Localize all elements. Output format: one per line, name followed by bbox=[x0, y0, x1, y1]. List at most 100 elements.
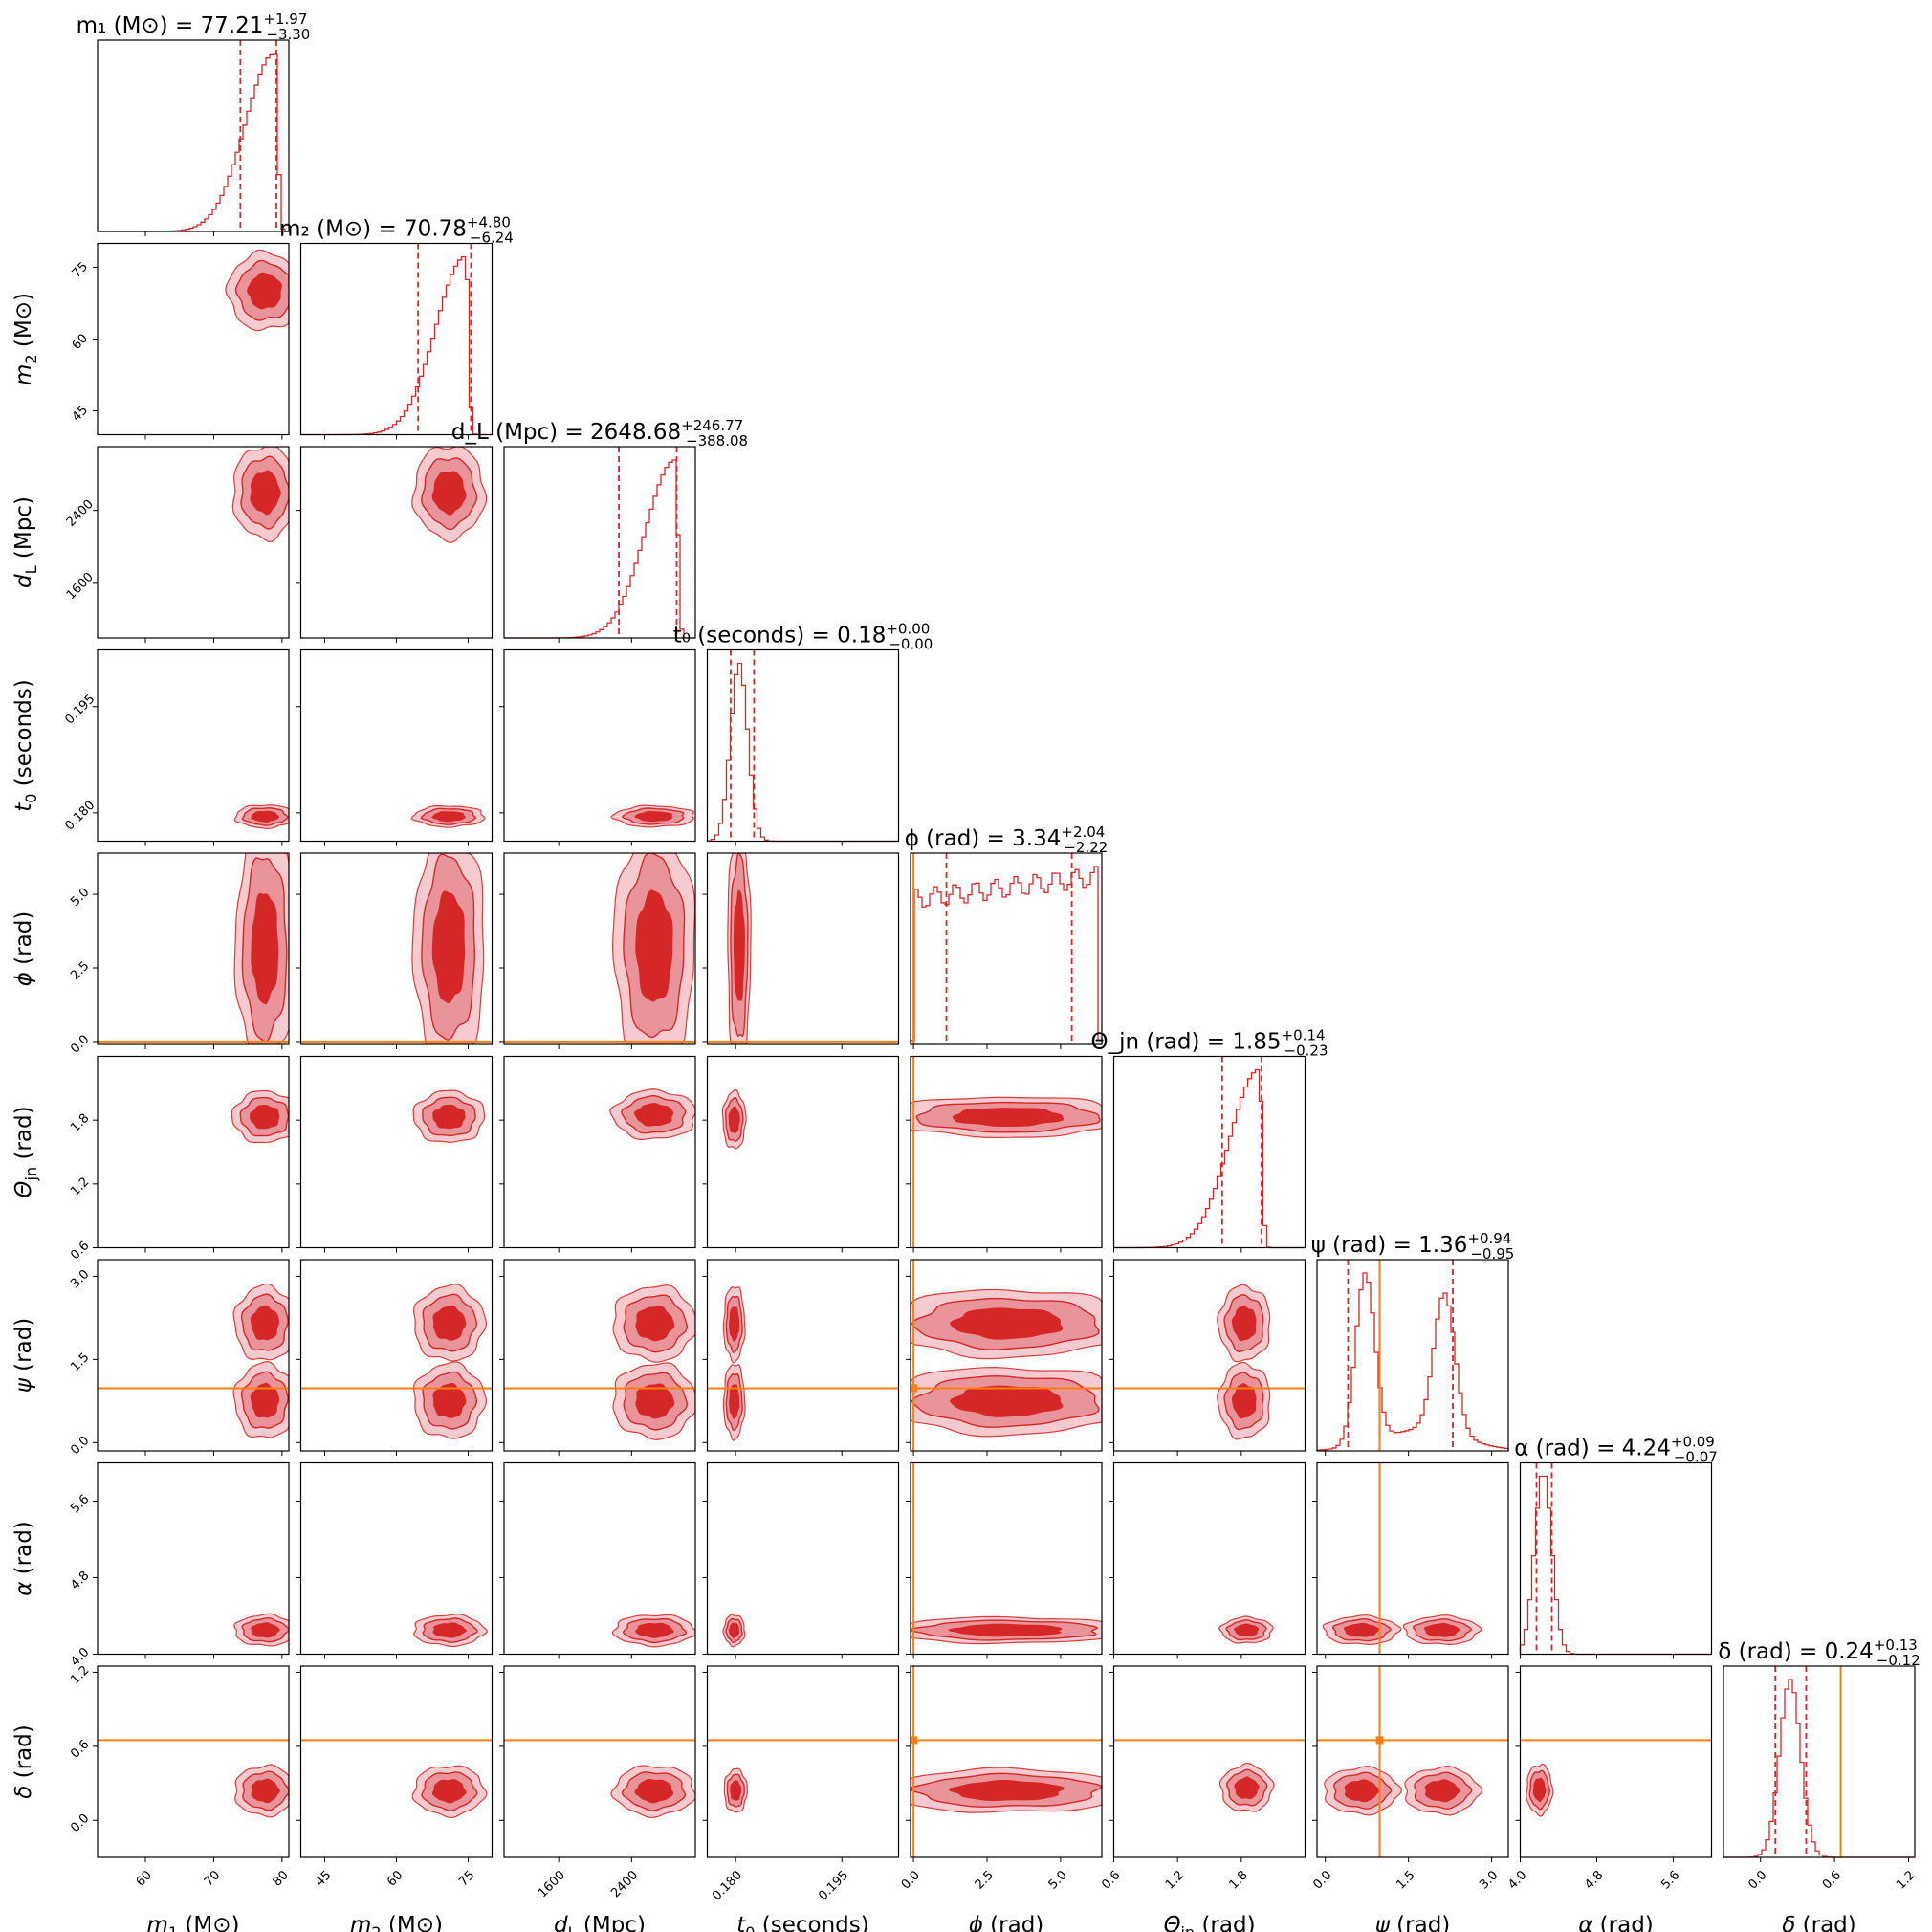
contour-1sigma bbox=[1424, 1779, 1460, 1803]
y-tick-label-m2: 75 bbox=[70, 260, 91, 281]
panel-frame bbox=[706, 852, 900, 1045]
y-axis-label-alpha: α (rad) bbox=[11, 1521, 36, 1596]
panel-m1-alpha bbox=[233, 1613, 289, 1647]
panel-dL-phi bbox=[504, 853, 695, 1044]
contour-1sigma bbox=[729, 1384, 740, 1419]
panel-frame bbox=[706, 1259, 900, 1452]
y-tick-label-theta: 1.8 bbox=[68, 1111, 92, 1135]
y-axis-label-m2: m2 (M⊙) bbox=[11, 293, 40, 385]
x-tick-label-alpha: 5.6 bbox=[1658, 1868, 1682, 1892]
contour-1sigma bbox=[431, 890, 466, 1003]
panel-frame bbox=[1316, 1665, 1509, 1858]
hist-frame-m2 bbox=[299, 242, 494, 436]
y-tick-label-theta: 0.6 bbox=[68, 1239, 92, 1262]
x-tick-label-m1: 60 bbox=[134, 1868, 155, 1889]
panel-frame bbox=[910, 1259, 1103, 1452]
y-tick-label-t0: 0.195 bbox=[62, 692, 98, 727]
panel-title-alpha: α (rad) = 4.24+0.09 −0.07 bbox=[1514, 1434, 1718, 1466]
panel-frame bbox=[503, 1665, 696, 1858]
panel-dL-psi bbox=[504, 1284, 695, 1440]
panel-title-dL: d_L (Mpc) = 2648.68+246.77 −388.08 bbox=[451, 417, 748, 450]
hist-frame-alpha bbox=[1519, 1461, 1713, 1656]
panel-phi-alpha bbox=[911, 1462, 1102, 1655]
y-axis-label-delta: δ (rad) bbox=[11, 1724, 36, 1799]
hist-delta bbox=[1723, 1679, 1915, 1858]
y-tick-label-psi: 1.5 bbox=[68, 1350, 92, 1374]
panel-title-psi: ψ (rad) = 1.36+0.94 −0.95 bbox=[1311, 1230, 1515, 1262]
y-tick-label-dL: 2400 bbox=[64, 497, 97, 530]
x-tick-label-m2: 75 bbox=[456, 1868, 477, 1889]
y-axis-label-dL: dL (Mpc) bbox=[11, 496, 40, 588]
hist-frame-m1 bbox=[97, 39, 290, 232]
panel-t0-psi bbox=[707, 1285, 899, 1441]
y-tick-label-psi: 3.0 bbox=[68, 1267, 92, 1291]
panel-m2-alpha bbox=[413, 1614, 488, 1648]
x-tick-label-alpha: 4.8 bbox=[1582, 1868, 1606, 1892]
x-tick-label-alpha: 4.0 bbox=[1505, 1868, 1529, 1892]
truth-marker bbox=[1375, 1736, 1384, 1745]
x-tick-label-delta: 0.0 bbox=[1745, 1868, 1769, 1892]
contour-1sigma bbox=[1231, 1306, 1257, 1342]
contour-1sigma bbox=[250, 1105, 280, 1130]
y-tick-label-delta: 1.2 bbox=[68, 1663, 92, 1687]
panel-dL-t0 bbox=[610, 804, 695, 828]
panel-frame bbox=[503, 648, 696, 843]
panel-frame bbox=[299, 1055, 494, 1249]
x-axis-label-delta: δ (rad) bbox=[1782, 1913, 1856, 1932]
hist-psi bbox=[1316, 1272, 1509, 1451]
contour-1sigma bbox=[250, 470, 281, 516]
contour-1sigma bbox=[432, 1382, 467, 1418]
hist-t0 bbox=[706, 662, 899, 843]
contour-1sigma bbox=[635, 1383, 675, 1419]
y-tick-label-delta: 0.6 bbox=[68, 1737, 92, 1761]
x-tick-label-phi: 2.5 bbox=[973, 1868, 997, 1892]
panel-frame bbox=[503, 1055, 696, 1249]
hist-frame-t0 bbox=[706, 648, 900, 843]
contour-1sigma bbox=[431, 471, 467, 516]
contour-1sigma bbox=[635, 889, 673, 1002]
panel-frame bbox=[706, 1055, 900, 1249]
x-tick-label-psi: 1.5 bbox=[1394, 1868, 1417, 1892]
panel-phi-delta bbox=[911, 1666, 1102, 1857]
posterior-lines bbox=[98, 40, 1915, 1858]
panel-frame bbox=[1112, 1461, 1306, 1656]
contour-1sigma bbox=[431, 811, 466, 823]
panel-frame bbox=[1316, 1461, 1509, 1656]
x-tick-label-theta: 0.6 bbox=[1099, 1868, 1123, 1892]
y-tick-label-phi: 0.0 bbox=[68, 1032, 92, 1056]
x-tick-label-t0: 0.180 bbox=[710, 1868, 745, 1903]
panel-frame bbox=[503, 852, 696, 1045]
panel-m2-dL bbox=[411, 447, 488, 543]
panel-frame bbox=[910, 1461, 1103, 1656]
hist-theta bbox=[1113, 1068, 1306, 1249]
x-tick-label-m1: 70 bbox=[202, 1868, 223, 1889]
panel-m1-theta bbox=[231, 1089, 289, 1144]
panel-phi-theta bbox=[911, 1056, 1102, 1248]
contour-1sigma bbox=[729, 1306, 740, 1342]
contour-1sigma bbox=[1234, 1776, 1260, 1800]
contour-1sigma bbox=[728, 1106, 740, 1133]
x-tick-label-t0: 0.195 bbox=[816, 1868, 851, 1903]
x-tick-label-psi: 0.0 bbox=[1310, 1868, 1334, 1892]
x-tick-label-delta: 0.6 bbox=[1820, 1868, 1844, 1892]
truth-marker bbox=[911, 1384, 918, 1393]
x-axis-label-dL: dL (Mpc) bbox=[554, 1913, 646, 1932]
contour-1sigma bbox=[634, 810, 673, 823]
panel-frame bbox=[910, 1055, 1103, 1249]
panel-phi-psi bbox=[911, 1260, 1102, 1451]
panel-dL-delta bbox=[504, 1739, 695, 1818]
panel-alpha-delta bbox=[1520, 1739, 1712, 1817]
panel-title-theta: Θ_jn (rad) = 1.85+0.14 −0.23 bbox=[1090, 1027, 1328, 1060]
contour-1sigma bbox=[1532, 1777, 1547, 1803]
x-axis-label-m2: m2 (M⊙) bbox=[350, 1913, 443, 1932]
panel-frame bbox=[910, 1665, 1103, 1858]
panel-frame bbox=[97, 1259, 290, 1452]
panel-frame bbox=[97, 648, 290, 843]
x-axis-label-m1: m1 (M⊙) bbox=[147, 1913, 240, 1932]
contour-1sigma bbox=[251, 1622, 280, 1638]
panel-title-t0: t₀ (seconds) = 0.18+0.00 −0.00 bbox=[673, 621, 933, 653]
x-tick-label-theta: 1.8 bbox=[1226, 1868, 1250, 1892]
panel-frame bbox=[97, 1665, 290, 1858]
panel-t0-delta bbox=[707, 1739, 899, 1813]
contour-1sigma bbox=[251, 810, 279, 823]
